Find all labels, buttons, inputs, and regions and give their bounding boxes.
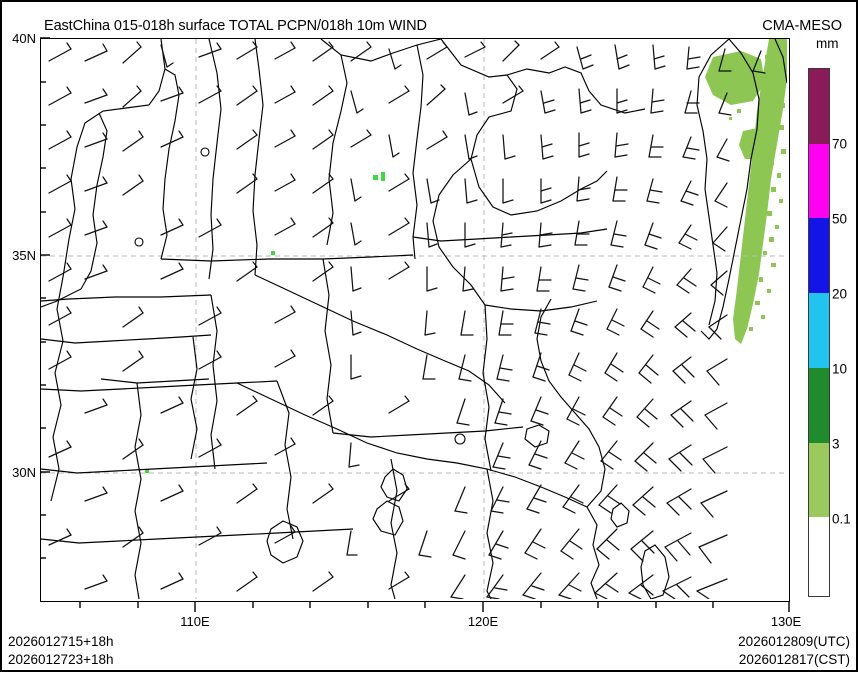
xtick-label-110e: 110E — [180, 614, 210, 629]
precip-patch-korea-north — [705, 51, 765, 105]
map-plot-area[interactable] — [40, 38, 790, 602]
colorbar-segment-lt0.1 — [809, 517, 829, 595]
colorbar-segment-3-10 — [809, 368, 829, 443]
footer-valid-time-cst: 2026012817(CST) — [738, 652, 850, 667]
colorbar-segment-0.1-3 — [809, 443, 829, 517]
precip-patch-inland-d — [145, 469, 149, 473]
colorbar-segment-20-50 — [809, 218, 829, 293]
calm-wind-markers — [134, 147, 466, 445]
model-label: CMA-MESO — [762, 18, 842, 34]
chart-title: EastChina 015-018h surface TOTAL PCPN/01… — [44, 18, 427, 34]
xtick-label-120e: 120E — [467, 614, 499, 629]
precipitation-colorbar[interactable] — [808, 68, 830, 597]
colorbar-tick-50: 50 — [832, 211, 848, 227]
footer-init-time-utc: 2026012715+18h — [8, 634, 114, 649]
footer-init-time-cst: 2026012723+18h — [8, 652, 114, 667]
colorbar-segment-50-70 — [809, 144, 829, 218]
colorbar-unit-label: mm — [816, 36, 839, 51]
ytick-label-40n: 40N — [12, 31, 36, 46]
colorbar-segment-10-20 — [809, 293, 829, 368]
colorbar-tick-10: 10 — [832, 361, 848, 377]
colorbar-tick-20: 20 — [832, 286, 848, 302]
colorbar-tick-70: 70 — [832, 136, 848, 152]
footer-valid-time-utc: 2026012809(UTC) — [738, 634, 850, 649]
precipitation-shading — [145, 39, 787, 473]
map-boundaries — [41, 39, 787, 599]
colorbar-tick-0.1: 0.1 — [832, 511, 851, 527]
xtick-label-130e: 130E — [770, 614, 802, 629]
map-gridlines — [41, 39, 787, 599]
ytick-label-30n: 30N — [12, 465, 36, 480]
ytick-label-35n: 35N — [12, 248, 36, 263]
precip-patch-inland-b — [381, 172, 385, 181]
precip-patch-korea-mid — [739, 127, 771, 159]
precip-patch-inland-c — [271, 251, 275, 255]
colorbar-segment-gt70 — [809, 69, 829, 144]
wind-barbs — [48, 40, 766, 599]
precip-speckle — [729, 55, 786, 331]
colorbar-tick-3: 3 — [832, 436, 840, 452]
map-canvas — [41, 39, 787, 599]
precip-patch-inland-a — [373, 175, 378, 180]
